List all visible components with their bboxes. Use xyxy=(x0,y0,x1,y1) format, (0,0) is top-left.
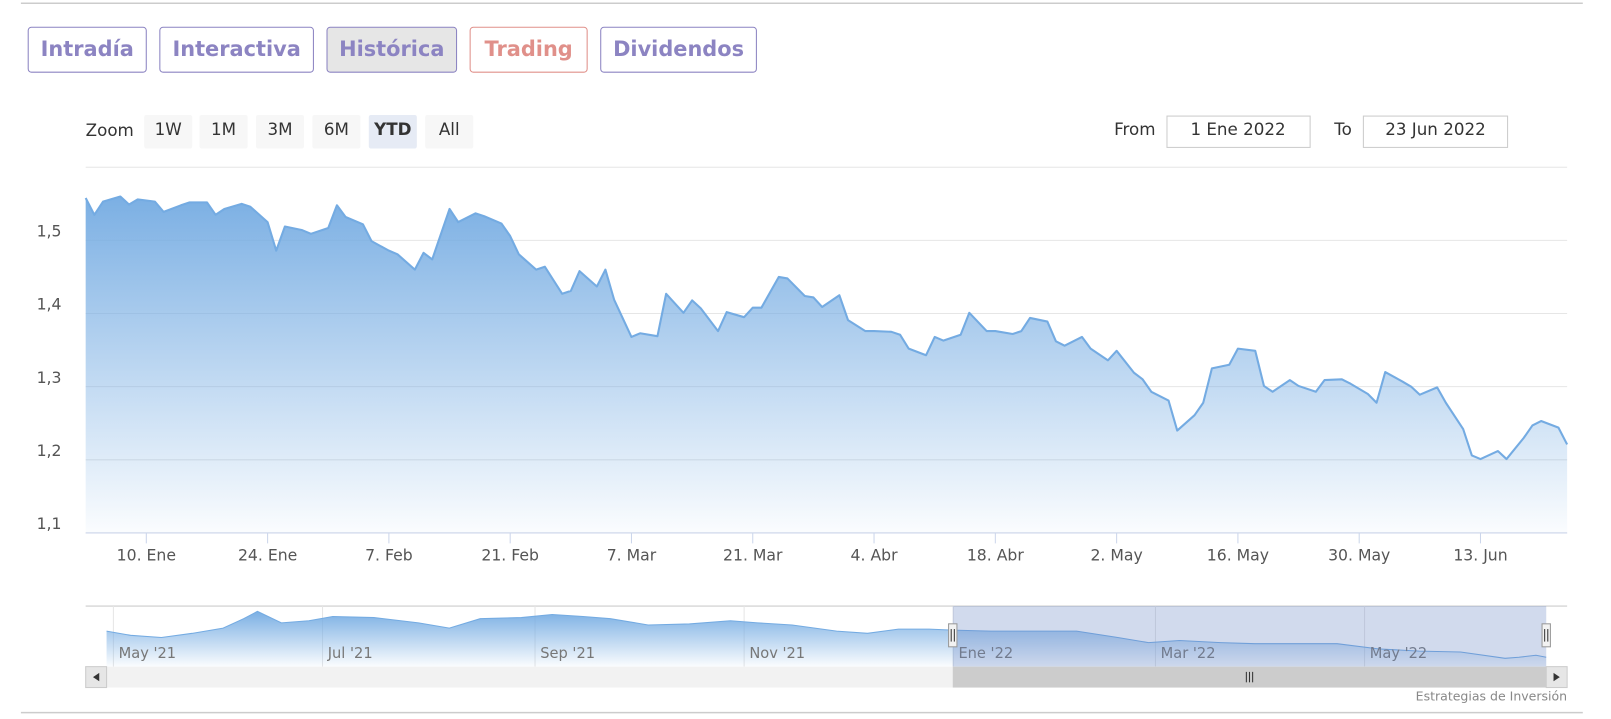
x-tick-label: 21. Mar xyxy=(723,545,783,564)
tab[interactable] xyxy=(326,26,458,73)
x-tick-label: 30. May xyxy=(1328,545,1390,564)
credits: Estrategias de Inversión xyxy=(1416,688,1567,703)
zoom-button-label[interactable]: All xyxy=(439,119,460,139)
navigator-selection[interactable] xyxy=(952,606,1547,667)
price-line xyxy=(84,195,1569,461)
navigator-handle[interactable] xyxy=(948,623,958,648)
x-tick-label: 24. Ene xyxy=(238,545,297,564)
zoom-button[interactable] xyxy=(368,115,417,149)
from-input[interactable] xyxy=(1166,115,1311,148)
navigator-tick-label: Ene '22 xyxy=(958,645,1013,662)
from-label: From xyxy=(1114,119,1155,139)
zoom-button-label[interactable]: 3M xyxy=(267,119,292,139)
scroll-right-arrow xyxy=(1553,672,1560,682)
area-fill xyxy=(85,196,1568,533)
zoom-button-label[interactable]: YTD xyxy=(373,119,411,139)
navigator-tick-label: Nov '21 xyxy=(749,645,805,662)
zoom-button[interactable] xyxy=(312,115,361,149)
y-tick-label: 1,3 xyxy=(37,368,62,387)
y-tick-label: 1,4 xyxy=(37,295,62,314)
tab-label[interactable]: Interactiva xyxy=(172,37,300,61)
tab-label[interactable]: Histórica xyxy=(339,37,444,61)
tab-label[interactable]: Intradía xyxy=(41,37,134,61)
tab[interactable] xyxy=(600,26,757,73)
x-tick-label: 2. May xyxy=(1090,545,1142,564)
navigator-tick-label: Jul '21 xyxy=(327,645,373,662)
x-tick-label: 4. Abr xyxy=(851,545,899,564)
y-tick-label: 1,2 xyxy=(37,441,62,460)
y-tick-label: 1,5 xyxy=(37,222,62,241)
x-tick-label: 16. May xyxy=(1207,545,1269,564)
from-value[interactable]: 1 Ene 2022 xyxy=(1190,119,1285,139)
to-label: To xyxy=(1333,119,1352,139)
tab[interactable] xyxy=(469,26,588,73)
navigator-line xyxy=(106,610,1547,659)
navigator-area xyxy=(106,611,1547,667)
navigator-tick-label: May '22 xyxy=(1370,645,1427,662)
zoom-button[interactable] xyxy=(199,115,248,149)
navigator-tick-label: Sep '21 xyxy=(540,645,595,662)
zoom-button[interactable] xyxy=(425,115,474,149)
x-tick-label: 7. Mar xyxy=(607,545,657,564)
navigator-tick-label: May '21 xyxy=(119,645,176,662)
to-value[interactable]: 23 Jun 2022 xyxy=(1385,119,1485,139)
navigator-handle[interactable] xyxy=(1541,623,1551,648)
to-input[interactable] xyxy=(1362,115,1509,148)
x-tick-label: 10. Ene xyxy=(117,545,176,564)
tab[interactable] xyxy=(159,26,314,73)
tab[interactable] xyxy=(27,26,147,73)
x-tick-label: 7. Feb xyxy=(365,545,413,564)
zoom-button[interactable] xyxy=(255,115,305,149)
x-tick-label: 18. Abr xyxy=(967,545,1025,564)
scroll-left-arrow xyxy=(92,672,100,682)
zoom-button-label[interactable]: 1W xyxy=(155,119,182,139)
tab-label[interactable]: Dividendos xyxy=(613,37,744,61)
zoom-button-label[interactable]: 6M xyxy=(324,119,349,139)
y-tick-label: 1,1 xyxy=(37,514,62,533)
x-tick-label: 13. Jun xyxy=(1453,545,1507,564)
zoom-button[interactable] xyxy=(144,115,193,149)
x-tick-label: 21. Feb xyxy=(481,545,539,564)
navigator-tick-label: Mar '22 xyxy=(1161,645,1216,662)
tab-label[interactable]: Trading xyxy=(485,37,573,61)
zoom-button-label[interactable]: 1M xyxy=(211,119,236,139)
zoom-label: Zoom xyxy=(86,120,134,140)
